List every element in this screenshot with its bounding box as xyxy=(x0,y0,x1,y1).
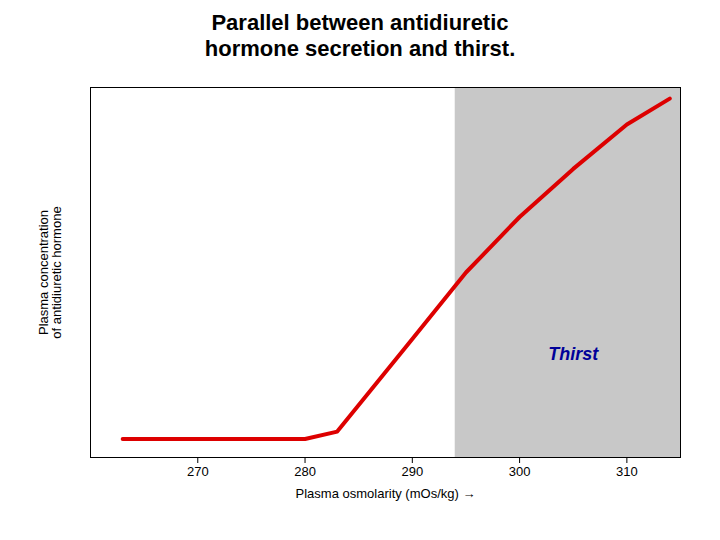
svg-text:290: 290 xyxy=(401,464,423,479)
svg-text:Plasma concentrationof antidiu: Plasma concentrationof antidiuretic horm… xyxy=(36,206,64,338)
svg-text:Thirst: Thirst xyxy=(548,343,599,363)
svg-text:310: 310 xyxy=(616,464,638,479)
svg-text:Plasma osmolarity (mOs/kg) →: Plasma osmolarity (mOs/kg) → xyxy=(296,485,476,500)
svg-text:270: 270 xyxy=(187,464,209,479)
svg-text:300: 300 xyxy=(509,464,531,479)
svg-text:280: 280 xyxy=(294,464,316,479)
html-text:Parallel between antidiuretic: Parallel between antidiuretic hormone se… xyxy=(204,10,516,62)
